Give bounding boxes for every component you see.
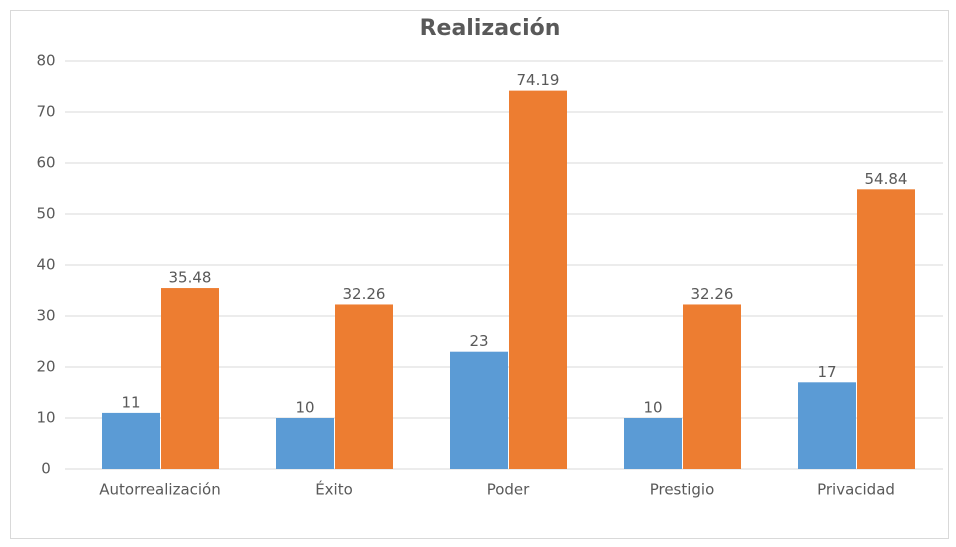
y-tick-label: 10 [36, 409, 55, 427]
data-label: 10 [643, 399, 662, 417]
bar [798, 382, 856, 469]
y-tick-label: 80 [36, 52, 55, 70]
data-label: 10 [295, 399, 314, 417]
bar [624, 418, 682, 469]
bar [276, 418, 334, 469]
x-tick-label: Privacidad [817, 481, 895, 499]
x-tick-label: Autorrealización [99, 481, 221, 499]
bar [450, 351, 508, 469]
x-tick-label: Poder [487, 481, 530, 499]
data-label: 54.84 [865, 170, 908, 188]
bar [509, 90, 567, 470]
y-tick-label: 30 [36, 307, 55, 325]
data-label: 11 [121, 393, 140, 411]
bar [102, 412, 160, 469]
y-tick-label: 50 [36, 205, 55, 223]
y-tick-label: 40 [36, 256, 55, 274]
x-tick-label: Éxito [315, 480, 353, 499]
bar [161, 288, 219, 469]
data-label: 35.48 [169, 269, 212, 287]
data-label: 74.19 [517, 71, 560, 89]
data-label: 32.26 [343, 285, 386, 303]
bar [857, 189, 915, 470]
x-tick-label: Prestigio [650, 481, 715, 499]
y-tick-label: 60 [36, 154, 55, 172]
y-tick-label: 70 [36, 103, 55, 121]
data-label: 23 [469, 332, 488, 350]
data-label: 32.26 [691, 285, 734, 303]
chart-title: Realización [420, 16, 561, 41]
bar [683, 304, 741, 469]
y-tick-label: 20 [36, 358, 55, 376]
data-label: 17 [817, 363, 836, 381]
y-tick-label: 0 [41, 460, 51, 478]
bar [335, 304, 393, 469]
